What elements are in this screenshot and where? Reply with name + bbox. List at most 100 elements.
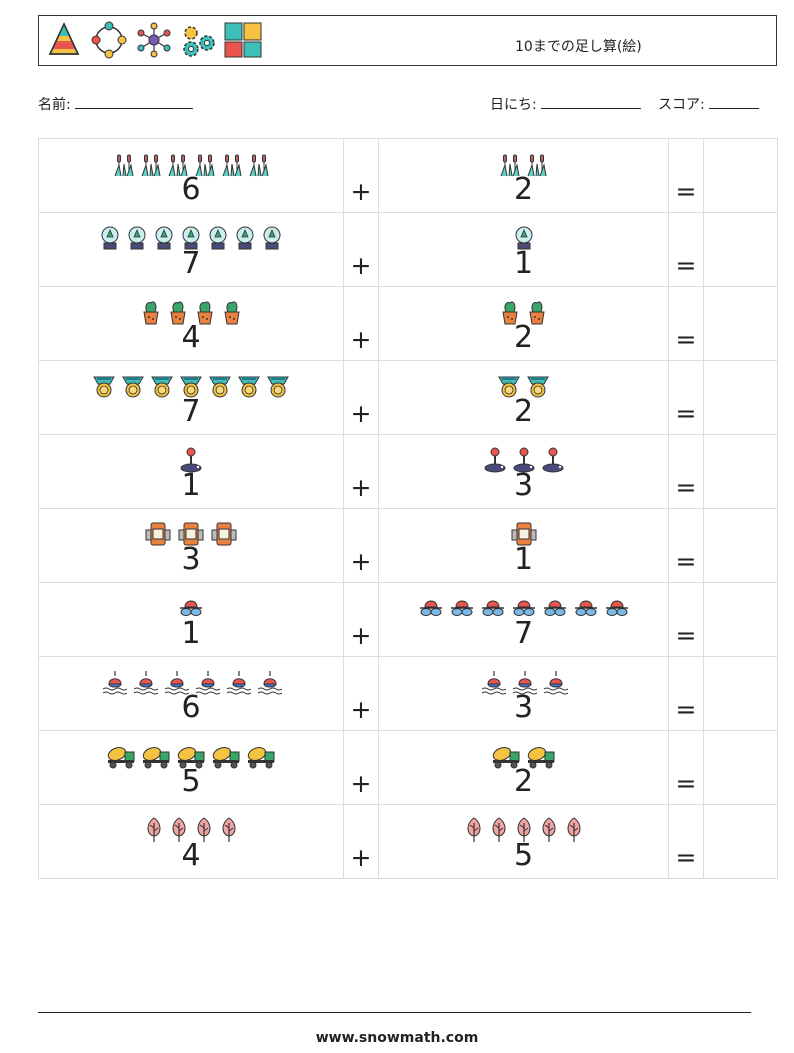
picture-group bbox=[39, 299, 343, 325]
puzzle-icon bbox=[224, 22, 262, 58]
equals-sign: = bbox=[675, 399, 697, 428]
reeds-icon bbox=[221, 151, 243, 177]
first-addend: 7 bbox=[181, 394, 201, 429]
barrel-icon bbox=[510, 521, 538, 547]
plus-sign: + bbox=[350, 251, 372, 280]
answer-box[interactable] bbox=[703, 508, 778, 583]
first-addend-cell: 5 bbox=[38, 730, 344, 805]
equals-sign-cell: = bbox=[668, 730, 704, 805]
potted-plant-icon bbox=[140, 299, 162, 325]
equals-sign: = bbox=[675, 325, 697, 354]
sunglasses-icon bbox=[449, 595, 475, 621]
plus-sign-cell: + bbox=[343, 730, 379, 805]
snow-globe-icon bbox=[261, 225, 283, 251]
cement-truck-icon bbox=[176, 743, 206, 769]
cement-truck-icon bbox=[106, 743, 136, 769]
problem-row: 7 +1 = bbox=[38, 212, 778, 287]
tree-icon bbox=[169, 817, 189, 843]
potted-plant-icon bbox=[221, 299, 243, 325]
second-addend: 2 bbox=[513, 320, 534, 355]
plus-sign-cell: + bbox=[343, 212, 379, 287]
first-addend: 6 bbox=[181, 172, 201, 207]
footer-divider bbox=[38, 1012, 751, 1013]
equals-sign: = bbox=[675, 251, 697, 280]
name-line[interactable] bbox=[74, 96, 193, 109]
problem-row: 6 +3 = bbox=[38, 656, 778, 731]
picture-group bbox=[39, 447, 343, 473]
picture-group bbox=[39, 817, 343, 843]
answer-box[interactable] bbox=[703, 212, 778, 287]
equals-sign: = bbox=[675, 769, 697, 798]
equals-sign-cell: = bbox=[668, 656, 704, 731]
fishing-float-icon bbox=[511, 669, 537, 695]
answer-box[interactable] bbox=[703, 138, 778, 213]
first-addend-cell: 6 bbox=[38, 656, 344, 731]
first-addend: 1 bbox=[181, 616, 201, 651]
potted-plant-icon bbox=[526, 299, 548, 325]
second-addend: 3 bbox=[513, 690, 534, 725]
first-addend-cell: 7 bbox=[38, 360, 344, 435]
picture-group bbox=[379, 373, 668, 399]
potted-plant-icon bbox=[194, 299, 216, 325]
joystick-icon bbox=[179, 447, 203, 473]
network-icon bbox=[137, 22, 171, 58]
second-addend-cell: 2 bbox=[378, 360, 669, 435]
plus-sign-cell: + bbox=[343, 360, 379, 435]
first-addend-cell: 4 bbox=[38, 286, 344, 361]
score-line[interactable] bbox=[708, 96, 759, 109]
answer-box[interactable] bbox=[703, 360, 778, 435]
sunglasses-icon bbox=[542, 595, 568, 621]
plus-sign: + bbox=[350, 621, 372, 650]
second-addend-cell: 1 bbox=[378, 212, 669, 287]
barrel-icon bbox=[144, 521, 172, 547]
gears-icon bbox=[183, 26, 215, 57]
snow-globe-icon bbox=[180, 225, 202, 251]
joystick-icon bbox=[541, 447, 565, 473]
picture-group bbox=[379, 151, 668, 177]
picture-group bbox=[379, 743, 668, 769]
cement-truck-icon bbox=[246, 743, 276, 769]
problem-row: 5 +2 = bbox=[38, 730, 778, 805]
second-addend-cell: 5 bbox=[378, 804, 669, 879]
tree-icon bbox=[464, 817, 484, 843]
answer-box[interactable] bbox=[703, 286, 778, 361]
fishing-float-icon bbox=[256, 669, 282, 695]
answer-box[interactable] bbox=[703, 582, 778, 657]
sunglasses-icon bbox=[480, 595, 506, 621]
fishing-float-icon bbox=[163, 669, 189, 695]
medal-icon bbox=[526, 373, 550, 399]
problem-row: 3 +1 = bbox=[38, 508, 778, 583]
name-label: 名前: bbox=[38, 97, 71, 113]
plus-sign-cell: + bbox=[343, 434, 379, 509]
tree-icon bbox=[219, 817, 239, 843]
potted-plant-icon bbox=[499, 299, 521, 325]
second-addend-cell: 2 bbox=[378, 730, 669, 805]
answer-box[interactable] bbox=[703, 656, 778, 731]
date-line[interactable] bbox=[540, 96, 641, 109]
reeds-icon bbox=[194, 151, 216, 177]
medal-icon bbox=[208, 373, 232, 399]
answer-box[interactable] bbox=[703, 434, 778, 509]
answer-box[interactable] bbox=[703, 804, 778, 879]
header-icons bbox=[45, 21, 263, 59]
first-addend: 3 bbox=[181, 542, 201, 577]
worksheet-title: 10までの足し算(絵) bbox=[515, 39, 642, 55]
second-addend: 7 bbox=[513, 616, 534, 651]
plus-sign-cell: + bbox=[343, 656, 379, 731]
picture-group bbox=[39, 669, 343, 695]
fishing-float-icon bbox=[194, 669, 220, 695]
picture-group bbox=[379, 447, 668, 473]
cycle-icon bbox=[91, 21, 127, 59]
reeds-icon bbox=[167, 151, 189, 177]
first-addend-cell: 3 bbox=[38, 508, 344, 583]
sunglasses-icon bbox=[178, 595, 204, 621]
plus-sign: + bbox=[350, 399, 372, 428]
first-addend-cell: 7 bbox=[38, 212, 344, 287]
answer-box[interactable] bbox=[703, 730, 778, 805]
equals-sign: = bbox=[675, 547, 697, 576]
plus-sign-cell: + bbox=[343, 286, 379, 361]
plus-sign: + bbox=[350, 843, 372, 872]
fishing-float-icon bbox=[225, 669, 251, 695]
first-addend-cell: 1 bbox=[38, 582, 344, 657]
medal-icon bbox=[150, 373, 174, 399]
